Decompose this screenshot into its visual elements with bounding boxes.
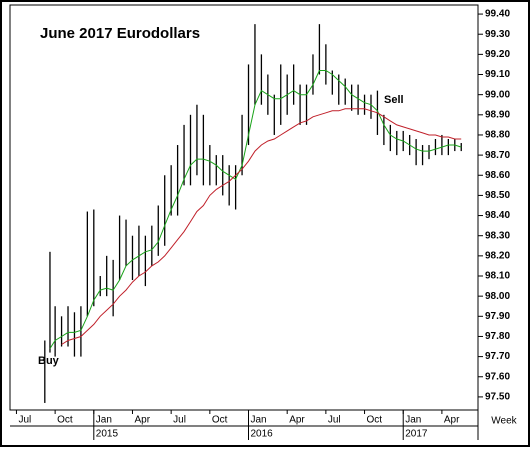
chart-title: June 2017 Eurodollars bbox=[40, 25, 200, 42]
y-tick-label: 98.50 bbox=[485, 190, 510, 201]
x-tick-label: Jan bbox=[251, 415, 267, 426]
year-label: 2017 bbox=[405, 429, 428, 440]
y-tick-label: 98.10 bbox=[485, 271, 510, 282]
y-tick-label: 98.90 bbox=[485, 109, 510, 120]
x-tick-label: Jan bbox=[96, 415, 112, 426]
x-tick-label: Jul bbox=[18, 415, 31, 426]
y-tick-label: 97.50 bbox=[485, 392, 510, 403]
x-tick-label: Apr bbox=[134, 415, 150, 426]
y-tick-label: 99.20 bbox=[485, 49, 510, 60]
y-tick-label: 97.90 bbox=[485, 311, 510, 322]
year-label: 2016 bbox=[251, 429, 274, 440]
x-axis-label: Week bbox=[491, 416, 517, 427]
x-tick-label: Apr bbox=[289, 415, 305, 426]
y-tick-label: 99.40 bbox=[485, 9, 510, 20]
y-tick-label: 97.80 bbox=[485, 331, 510, 342]
y-tick-label: 98.40 bbox=[485, 210, 510, 221]
y-tick-label: 97.60 bbox=[485, 371, 510, 382]
year-label: 2015 bbox=[96, 429, 119, 440]
x-tick-label: Oct bbox=[212, 415, 228, 426]
y-tick-label: 98.00 bbox=[485, 291, 510, 302]
y-tick-label: 98.70 bbox=[485, 150, 510, 161]
y-tick-label: 99.10 bbox=[485, 69, 510, 80]
y-tick-label: 97.70 bbox=[485, 351, 510, 362]
x-tick-label: Jan bbox=[405, 415, 421, 426]
y-tick-label: 98.20 bbox=[485, 250, 510, 261]
x-tick-label: Apr bbox=[444, 415, 460, 426]
plot-frame bbox=[9, 4, 479, 411]
moving-average bbox=[61, 108, 462, 345]
y-tick-label: 98.80 bbox=[485, 130, 510, 141]
annotation: Buy bbox=[38, 355, 60, 367]
x-tick-label: Oct bbox=[367, 415, 383, 426]
x-tick-label: Jul bbox=[328, 415, 341, 426]
x-tick-label: Jul bbox=[173, 415, 186, 426]
x-tick-label: Oct bbox=[57, 415, 73, 426]
y-tick-label: 98.60 bbox=[485, 170, 510, 181]
annotation: Sell bbox=[384, 94, 404, 106]
y-tick-label: 98.30 bbox=[485, 230, 510, 241]
moving-average bbox=[49, 70, 462, 349]
y-tick-label: 99.00 bbox=[485, 89, 510, 100]
y-tick-label: 99.30 bbox=[485, 29, 510, 40]
